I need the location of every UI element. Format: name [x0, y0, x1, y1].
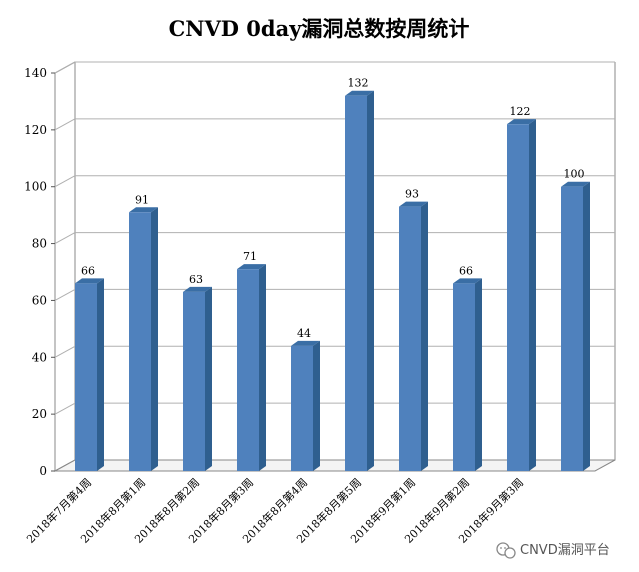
bar: [183, 286, 212, 471]
gridline-side: [54, 118, 76, 131]
value-label: 44: [297, 327, 311, 340]
value-label: 66: [81, 264, 95, 277]
value-label: 71: [243, 250, 257, 263]
bar-top: [75, 278, 104, 284]
bar-front: [507, 124, 529, 472]
value-label: 91: [135, 193, 149, 206]
bar-side: [421, 201, 428, 471]
bar-front: [453, 283, 475, 471]
y-tick-label: 80: [32, 237, 47, 251]
bar: [129, 207, 158, 472]
bar: [75, 278, 104, 471]
bar-top: [399, 201, 428, 207]
value-label: 122: [510, 105, 531, 118]
bar-top: [237, 264, 266, 270]
wechat-icon: [496, 542, 516, 559]
bar: [453, 278, 482, 471]
bar-side: [259, 264, 266, 471]
watermark-text: CNVD漏洞平台: [520, 542, 610, 558]
bar-side: [583, 181, 590, 471]
bar: [345, 90, 374, 471]
gridline-side: [54, 175, 76, 188]
bar-side: [367, 90, 374, 471]
bar-side: [205, 286, 212, 471]
value-label: 63: [189, 273, 203, 286]
bar-front: [291, 345, 313, 471]
bar-top: [183, 286, 212, 292]
bar: [399, 201, 428, 471]
gridline-side: [54, 288, 76, 301]
value-label: 93: [405, 188, 419, 201]
bar-top: [507, 119, 536, 125]
gridline-side: [54, 402, 76, 415]
value-label: 100: [564, 168, 585, 181]
bar-front: [399, 206, 421, 471]
bar-side: [475, 278, 482, 471]
bar-top: [561, 181, 590, 187]
bar-front: [237, 269, 259, 471]
bar-top: [453, 278, 482, 284]
bar-side: [529, 119, 536, 472]
gridline-side: [54, 345, 76, 358]
y-tick-label: 120: [24, 123, 47, 137]
bar-top: [345, 90, 374, 96]
bar-front: [183, 291, 205, 471]
value-labels: 66 91 63 71 44 132 93 66 122 100: [81, 77, 585, 340]
bars: [75, 90, 590, 472]
chart-title: CNVD 0day漏洞总数按周统计: [169, 16, 470, 41]
bar: [561, 181, 590, 471]
value-label: 132: [348, 77, 369, 90]
bar-front: [75, 283, 97, 471]
bar-front: [561, 186, 583, 471]
bar-top: [129, 207, 158, 213]
bar-side: [151, 207, 158, 472]
bar: [291, 340, 320, 471]
y-axis-ticks: 0 20 40 60 80 100 120 140: [24, 66, 55, 478]
gridline-side: [54, 232, 76, 245]
bar-front: [129, 212, 151, 472]
watermark: CNVD漏洞平台: [496, 542, 610, 559]
y-tick-label: 20: [32, 407, 47, 421]
y-tick-label: 100: [24, 180, 47, 194]
y-tick-label: 40: [32, 350, 47, 364]
bar-top: [291, 340, 320, 346]
y-tick-label: 140: [24, 66, 47, 80]
y-tick-label: 60: [32, 293, 47, 307]
bar-front: [345, 95, 367, 471]
bar-side: [97, 278, 104, 471]
gridline-side: [54, 61, 76, 74]
bar-side: [313, 340, 320, 471]
value-label: 66: [459, 264, 473, 277]
y-tick-label: 0: [39, 464, 47, 478]
bar: [237, 264, 266, 471]
bar: [507, 119, 536, 472]
